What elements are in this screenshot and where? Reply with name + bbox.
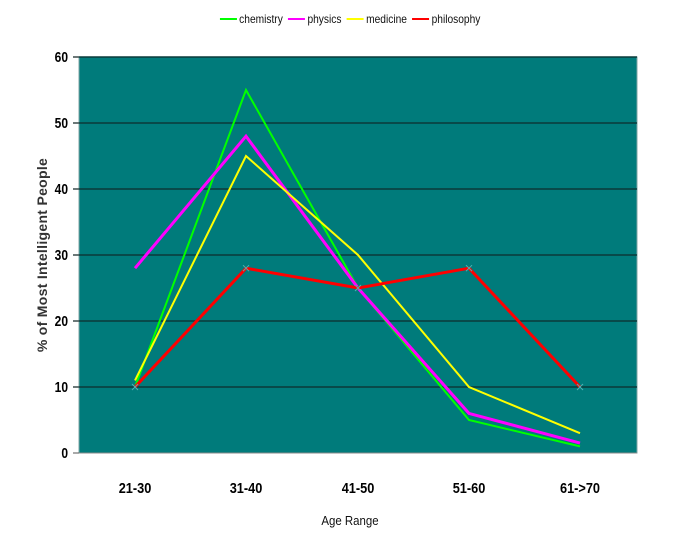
legend-label: chemistry [239, 12, 283, 26]
y-tick-30: 30 [54, 247, 68, 264]
legend-label: philosophy [431, 12, 481, 26]
legend-label: medicine [366, 12, 407, 26]
y-tick-10: 10 [54, 379, 68, 396]
x-tick-61-70: 61->70 [559, 480, 601, 497]
legend-label: physics [307, 12, 342, 26]
y-tick-60: 60 [54, 49, 68, 66]
legend-swatch-philosophy [412, 18, 430, 20]
x-marker-icon [576, 383, 584, 391]
x-tick-31-40: 31-40 [229, 480, 263, 497]
legend-item-medicine: medicine [346, 12, 407, 26]
y-tick-0: 0 [61, 445, 68, 462]
x-marker-icon [242, 264, 250, 272]
x-tick-51-60: 51-60 [452, 480, 486, 497]
y-tick-40: 40 [54, 181, 68, 198]
legend-swatch-chemistry [219, 18, 237, 20]
legend-item-physics: physics [287, 12, 342, 26]
x-marker-icon [465, 264, 473, 272]
x-marker-icon [131, 383, 139, 391]
legend-item-philosophy: philosophy [412, 12, 480, 26]
x-axis-title: Age Range [321, 513, 379, 528]
y-tick-20: 20 [54, 313, 68, 330]
y-tick-50: 50 [54, 115, 68, 132]
x-tick-21-30: 21-30 [118, 480, 152, 497]
y-axis-title: % of Most Intelligent People [34, 157, 50, 353]
legend-swatch-medicine [346, 18, 364, 20]
legend: chemistry physics medicine philosophy [53, 12, 648, 26]
legend-swatch-physics [287, 18, 305, 20]
x-tick-41-50: 41-50 [341, 480, 375, 497]
legend-item-chemistry: chemistry [219, 12, 283, 26]
x-marker-icon [354, 284, 362, 292]
series-line-medicine [134, 154, 581, 435]
